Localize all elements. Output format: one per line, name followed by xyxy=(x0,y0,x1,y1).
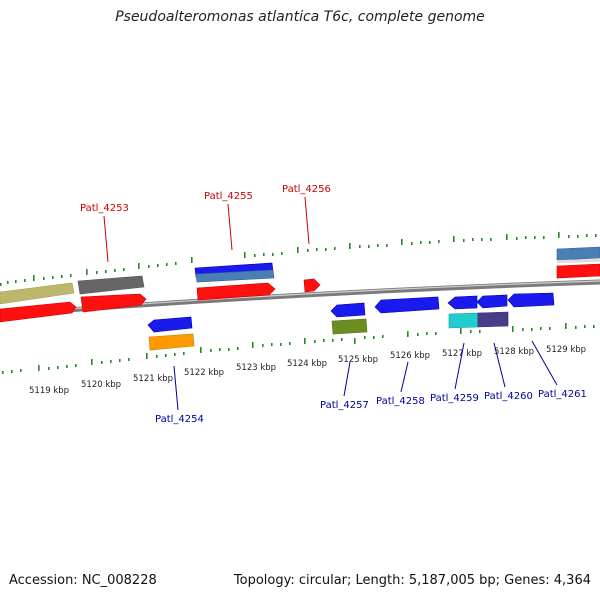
upper-tick-row xyxy=(0,232,597,286)
cds-patl-4257-blue xyxy=(330,302,366,318)
feature-dark-grey xyxy=(77,275,145,295)
genome-summary-label: Topology: circular; Length: 5,187,005 bp… xyxy=(233,573,591,588)
tick-label-5125: 5125 kbp xyxy=(338,355,378,365)
tick-label-5123: 5123 kbp xyxy=(236,363,276,373)
cds-patl-4255-steel xyxy=(195,269,275,283)
cds-patl-4261-blue xyxy=(507,292,555,308)
cds-patl-4255-red xyxy=(196,282,276,301)
tick-label-5126: 5126 kbp xyxy=(390,351,430,361)
kbp-tick-labels: 5119 kbp 5120 kbp 5121 kbp 5122 kbp 5123… xyxy=(29,345,586,396)
cds-patl-4258 xyxy=(374,296,440,314)
tick-label-5120: 5120 kbp xyxy=(81,380,121,390)
label-patl-4256: Patl_4256 xyxy=(282,184,331,195)
tick-label-5119: 5119 kbp xyxy=(29,386,69,396)
cds-patl-4259-blue xyxy=(447,295,478,310)
tick-label-5124: 5124 kbp xyxy=(287,359,327,369)
cds-forward xyxy=(80,293,147,313)
label-patl-4259: Patl_4259 xyxy=(430,393,479,404)
tick-label-5128: 5128 kbp xyxy=(494,347,534,357)
label-patl-4253: Patl_4253 xyxy=(80,203,129,214)
label-patl-4255: Patl_4255 xyxy=(204,191,253,202)
tick-label-5121: 5121 kbp xyxy=(133,374,173,384)
label-patl-4261: Patl_4261 xyxy=(538,389,587,400)
feature-olive xyxy=(0,282,75,305)
cds-patl-4259-cyan xyxy=(448,312,479,329)
cds-patl-4254-orange xyxy=(148,333,195,351)
label-patl-4257: Patl_4257 xyxy=(320,400,369,411)
map-title: Pseudoalteromonas atlantica T6c, complet… xyxy=(115,9,485,25)
forward-strand-features xyxy=(0,246,600,323)
cds-patl-4260-blue xyxy=(476,294,508,309)
label-patl-4258: Patl_4258 xyxy=(376,396,425,407)
top-gene-labels: Patl_4253 Patl_4255 Patl_4256 xyxy=(80,184,331,263)
lower-tick-row xyxy=(2,323,595,374)
cds-forward-right xyxy=(556,263,600,279)
bottom-gene-labels: Patl_4254 Patl_4257 Patl_4258 Patl_4259 … xyxy=(155,340,587,425)
label-patl-4260: Patl_4260 xyxy=(484,391,533,402)
cds-patl-4260-slate xyxy=(477,311,509,328)
tick-label-5129: 5129 kbp xyxy=(546,345,586,355)
label-patl-4254: Patl_4254 xyxy=(155,414,204,425)
feature-steel-right xyxy=(556,246,600,261)
cds-forward xyxy=(0,301,77,323)
feature-white-right xyxy=(557,259,600,263)
cds-patl-4257-olive xyxy=(331,318,368,335)
accession-label: Accession: NC_008228 xyxy=(9,573,157,588)
tick-label-5122: 5122 kbp xyxy=(184,368,224,378)
reverse-strand-features xyxy=(147,292,555,351)
cds-patl-4254-blue xyxy=(147,316,193,333)
cds-patl-4256 xyxy=(303,278,321,293)
